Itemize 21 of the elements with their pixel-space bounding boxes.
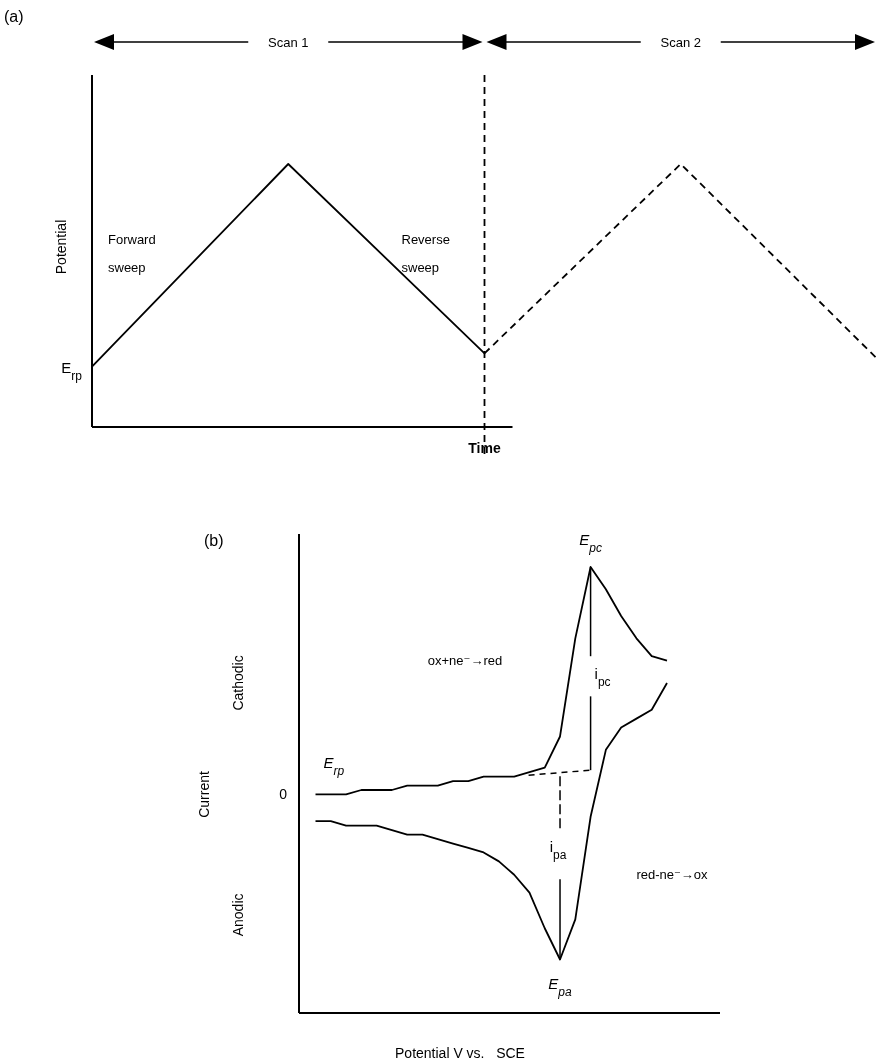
y-axis-title: Current xyxy=(196,771,212,818)
text: 0 xyxy=(279,786,288,803)
annotation: red-ne⁻→ox xyxy=(636,867,709,883)
text: Scan 2 xyxy=(660,35,701,50)
annotation: E$_{rp}$ xyxy=(323,754,345,779)
annotation: E$_{rp}$ xyxy=(61,358,83,383)
annotation: ox+ne⁻→red xyxy=(427,653,503,669)
text: Scan 1 xyxy=(268,35,309,50)
text: E$_{pc}$ xyxy=(579,531,602,555)
x-axis-title: Time xyxy=(468,440,501,456)
annotation: i$_{pc}$ xyxy=(594,664,611,689)
annotation: Reverse sweep xyxy=(401,232,450,275)
x-axis-title: Potential V vs. SCE xyxy=(395,1045,525,1061)
text: Anodic xyxy=(230,893,246,937)
text: Cathodic xyxy=(230,655,246,711)
annotation: E$_{pa}$ xyxy=(548,975,573,1000)
annotation: Forward sweep xyxy=(108,232,156,275)
y-axis-title: Potential xyxy=(53,219,69,275)
annotation: i$_{pa}$ xyxy=(549,838,567,863)
chart-title: (b) xyxy=(204,532,224,549)
chart-title: (a) xyxy=(4,8,24,25)
